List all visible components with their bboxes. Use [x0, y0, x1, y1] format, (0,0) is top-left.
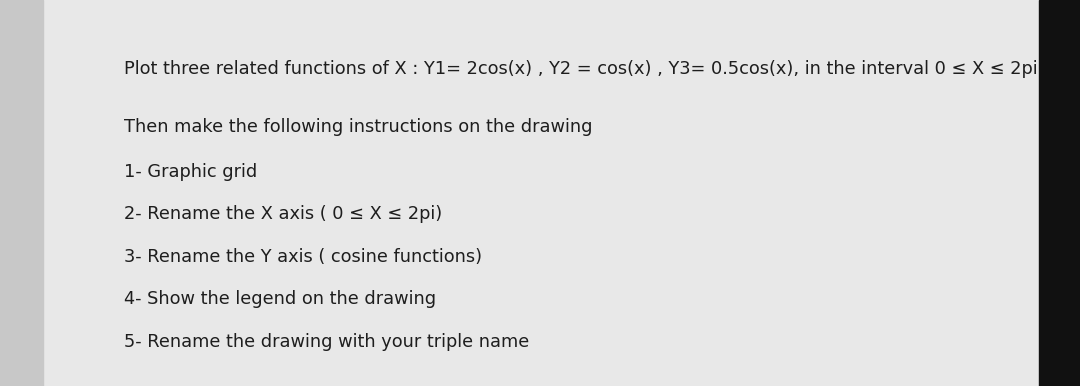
Text: 1- Graphic grid: 1- Graphic grid [124, 163, 257, 181]
Text: Then make the following instructions on the drawing: Then make the following instructions on … [124, 119, 593, 136]
Text: 4- Show the legend on the drawing: 4- Show the legend on the drawing [124, 290, 436, 308]
Bar [1039, 0, 1080, 386]
Text: 3- Rename the Y axis ( cosine functions): 3- Rename the Y axis ( cosine functions) [124, 248, 483, 266]
Text: Plot three related functions of X : Y1= 2cos(x) , Y2 = cos(x) , Y3= 0.5cos(x), i: Plot three related functions of X : Y1= … [124, 61, 1038, 78]
Text: 2- Rename the X axis ( 0 ≤ X ≤ 2pi): 2- Rename the X axis ( 0 ≤ X ≤ 2pi) [124, 205, 443, 223]
Bar [0, 0, 43, 386]
Text: 5- Rename the drawing with your triple name: 5- Rename the drawing with your triple n… [124, 333, 529, 350]
